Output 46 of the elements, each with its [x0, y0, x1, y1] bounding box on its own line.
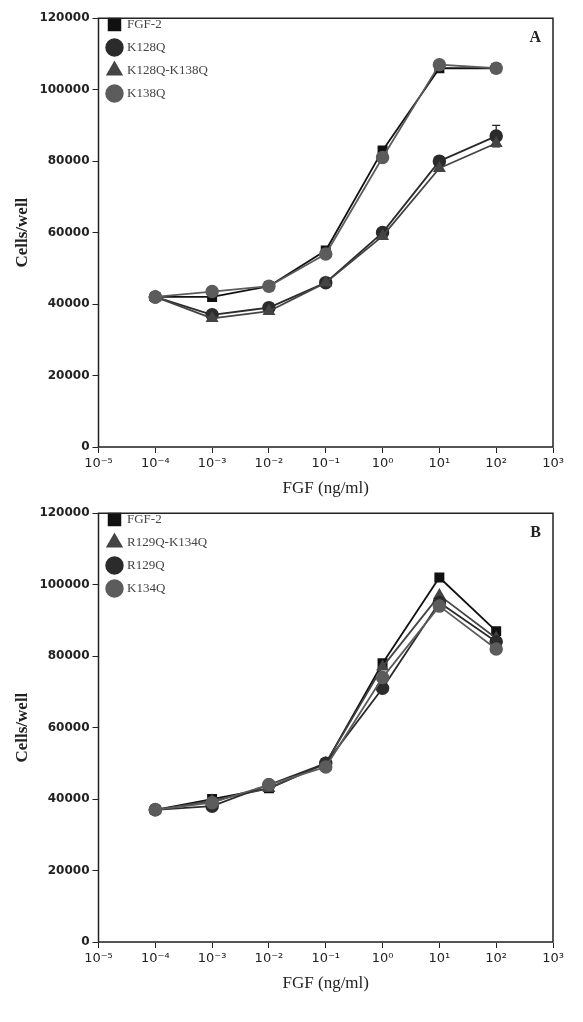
y-tick-label: 80000	[47, 153, 90, 168]
y-tick-label: 100000	[39, 576, 90, 591]
x-tick-label: 10⁻²	[254, 950, 284, 966]
x-axis-title: FGF (ng/ml)	[282, 973, 369, 993]
legend-label: R129Q	[127, 556, 166, 572]
x-tick-label: 10¹	[428, 950, 451, 966]
annotation: B	[530, 523, 542, 541]
y-tick-label: 40000	[47, 791, 90, 806]
legend-label: R129Q-K134Q	[127, 533, 208, 549]
y-tick-label: 0	[81, 934, 90, 949]
x-axis-title: FGF (ng/ml)	[282, 478, 369, 498]
x-tick-label: 10⁻³	[197, 950, 227, 966]
y-tick-label: 60000	[47, 224, 90, 239]
legend-label: K128Q	[127, 38, 166, 54]
x-tick-label: 10⁻⁵	[84, 950, 113, 966]
x-tick-label: 10⁻²	[254, 455, 284, 471]
x-tick-label: 10³	[542, 455, 564, 471]
y-tick-label: 40000	[47, 296, 90, 311]
x-tick-label: 10⁻¹	[311, 950, 341, 966]
x-tick-label: 10⁻¹	[311, 455, 341, 471]
legend-label: FGF-2	[127, 15, 162, 31]
annotation: A	[529, 28, 542, 46]
legend-label: K128Q-K138Q	[127, 61, 209, 77]
y-tick-label: 100000	[39, 81, 90, 96]
y-axis-title: Cells/well	[11, 692, 31, 763]
x-tick-label: 10³	[542, 950, 564, 966]
x-tick-label: 10²	[485, 950, 508, 966]
x-tick-label: 10⁻⁴	[141, 455, 170, 471]
y-tick-label: 120000	[39, 10, 90, 25]
y-tick-label: 120000	[39, 505, 90, 520]
legend-label: K134Q	[127, 579, 166, 595]
x-tick-label: 10⁻⁵	[84, 455, 113, 471]
x-tick-label: 10⁻³	[197, 455, 227, 471]
y-tick-label: 60000	[47, 719, 90, 734]
y-tick-label: 80000	[47, 648, 90, 663]
x-tick-label: 10⁻⁴	[141, 950, 170, 966]
legend-label: K138Q	[127, 84, 166, 100]
y-tick-label: 20000	[47, 367, 90, 382]
y-tick-label: 20000	[47, 862, 90, 877]
x-tick-label: 10⁰	[371, 455, 394, 471]
y-tick-label: 0	[81, 439, 90, 454]
legend-label: FGF-2	[127, 510, 162, 526]
x-tick-label: 10²	[485, 455, 508, 471]
y-axis-title: Cells/well	[11, 197, 31, 268]
x-tick-label: 10⁰	[371, 950, 394, 966]
x-tick-label: 10¹	[428, 455, 451, 471]
